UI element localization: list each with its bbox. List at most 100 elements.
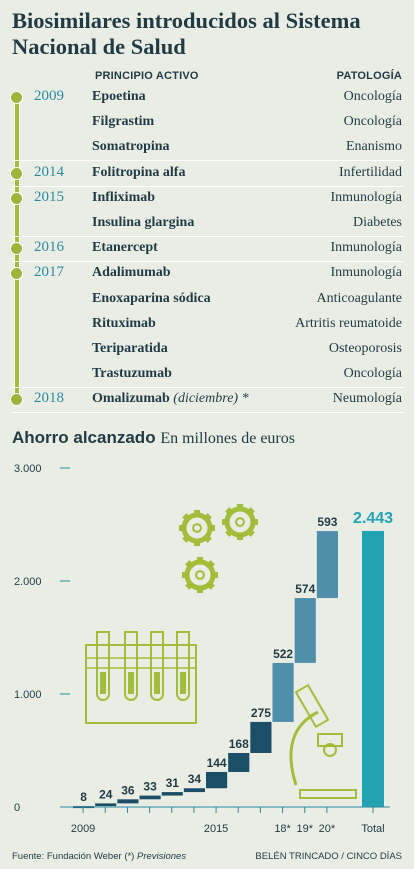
timeline-dot — [10, 166, 23, 180]
row-pathology: Oncología — [343, 366, 402, 382]
bar-value-label: 8 — [80, 790, 87, 804]
row-drug: Teriparatida — [92, 341, 168, 357]
bar-value-label: 522 — [273, 647, 293, 661]
row-year: 2014 — [34, 163, 64, 180]
bar-value-label: 275 — [251, 706, 271, 720]
bar-value-label: 34 — [188, 772, 202, 786]
table-row: Trastuzumab Oncología — [0, 363, 414, 389]
row-divider — [12, 412, 404, 414]
timeline-dot — [10, 393, 23, 407]
bar-value-label: 144 — [207, 756, 227, 770]
row-drug-name: Trastuzumab — [92, 366, 172, 382]
row-divider — [12, 261, 404, 263]
bar-value-label: 33 — [143, 780, 157, 794]
row-drug-name: Folitropina alfa — [92, 164, 186, 180]
waterfall-bar — [95, 803, 117, 807]
waterfall-bar — [206, 771, 228, 789]
table-row: Rituximab Artritis reumatoide — [0, 313, 414, 338]
row-drug: Etanercept — [92, 240, 158, 256]
row-pathology: Inmunología — [330, 189, 402, 205]
row-pathology: Infertilidad — [339, 164, 402, 180]
table-row: 2018 Omalizumab (diciembre) * Neumología — [0, 388, 414, 414]
y-tick-label: 0 — [14, 802, 20, 814]
row-divider — [12, 236, 404, 237]
row-year: 2015 — [34, 188, 64, 205]
row-drug: Enoxaparina sódica — [92, 291, 211, 307]
row-pathology: Oncología — [343, 114, 402, 130]
row-pathology: Enanismo — [346, 139, 402, 155]
y-tick-label: 3.000 — [14, 463, 42, 475]
row-drug-name: Adalimumab — [92, 265, 171, 281]
row-divider — [12, 387, 404, 389]
x-tick-label: 20* — [319, 823, 336, 835]
column-header-pathology: PATOLOGÍA — [336, 70, 402, 82]
x-tick-label: Total — [361, 823, 384, 835]
row-divider — [12, 185, 404, 187]
row-pathology: Diabetes — [353, 215, 402, 230]
test-tube-icon — [96, 631, 110, 701]
row-pathology: Osteoporosis — [328, 341, 402, 356]
table-row: Somatropina Enanismo — [0, 136, 414, 162]
test-tube-icon — [124, 631, 138, 701]
microscope-knob — [323, 743, 337, 757]
bar-value-label: 36 — [121, 783, 135, 797]
timeline-dot — [10, 191, 23, 205]
row-drug-note: (diciembre) * — [173, 391, 249, 407]
row-year: 2018 — [34, 390, 64, 407]
test-tube-icon — [176, 631, 190, 701]
table-row: Filgrastim Oncología — [0, 111, 414, 136]
waterfall-bar — [294, 598, 316, 663]
footer-note-text: Previsiones — [136, 851, 187, 862]
row-pathology: Neumología — [332, 391, 402, 407]
bar-value-label: 168 — [229, 737, 249, 751]
row-drug-name: Infliximab — [92, 189, 156, 205]
bar-value-label: 593 — [317, 515, 337, 529]
row-pathology: Anticoagulante — [316, 290, 402, 306]
row-drug: Epoetina — [92, 89, 146, 105]
row-drug-name: Filgrastim — [92, 114, 155, 130]
row-pathology: Inmunología — [330, 265, 402, 281]
row-drug-name: Rituximab — [92, 315, 156, 331]
table-row: Teriparatida Osteoporosis — [0, 338, 414, 363]
test-tube-liquid — [128, 672, 134, 694]
test-tube-liquid — [154, 672, 160, 694]
row-drug: Insulina glargina — [92, 215, 194, 231]
row-year: 2009 — [34, 88, 64, 104]
row-drug: Trastuzumab — [92, 366, 172, 382]
waterfall-bar — [139, 795, 161, 800]
column-header-drug: PRINCIPIO ACTIVO — [95, 70, 199, 82]
savings-title: Ahorro alcanzado En millones de euros — [12, 428, 295, 448]
row-drug: Adalimumab — [92, 265, 171, 281]
test-tube-icon — [150, 631, 164, 701]
table-row: Insulina glargina Diabetes — [0, 212, 414, 237]
row-drug: Filgrastim — [92, 114, 154, 130]
test-tube-liquid — [180, 672, 186, 694]
row-year: 2016 — [34, 239, 64, 256]
footer-credit: BELÉN TRINCADO / CINCO DÍAS — [255, 851, 402, 862]
row-drug: Somatropina — [92, 139, 170, 155]
timeline-dot — [10, 242, 23, 256]
footer-source: Fuente: Fundación Weber (*) Previsiones — [12, 851, 186, 862]
test-tube-liquid — [100, 672, 106, 694]
timeline-dot — [10, 91, 23, 104]
bar-value-label: 31 — [166, 776, 180, 790]
row-drug: Omalizumab (diciembre) * — [92, 391, 249, 407]
row-drug-name: Somatropina — [92, 139, 170, 155]
waterfall-bar — [272, 662, 294, 722]
x-tick-label: 2009 — [71, 823, 95, 835]
row-drug-name: Omalizumab — [92, 391, 170, 407]
microscope-icon — [299, 789, 357, 799]
microscope-stage — [317, 733, 343, 747]
table-row: 2009 Epoetina Oncología — [0, 86, 414, 111]
row-drug: Folitropina alfa — [92, 165, 185, 181]
rack-shelf — [85, 657, 197, 669]
x-tick-label: 19* — [296, 823, 313, 835]
bar-value-label: 24 — [99, 787, 113, 801]
gear-icon — [182, 557, 218, 593]
table-row: 2017 Adalimumab Inmunología — [0, 262, 414, 287]
table-row: Enoxaparina sódica Anticoagulante — [0, 288, 414, 313]
waterfall-bar — [250, 721, 272, 753]
timeline-dot — [10, 267, 23, 281]
waterfall-bar — [316, 531, 338, 599]
x-tick-label: 18* — [274, 823, 291, 835]
